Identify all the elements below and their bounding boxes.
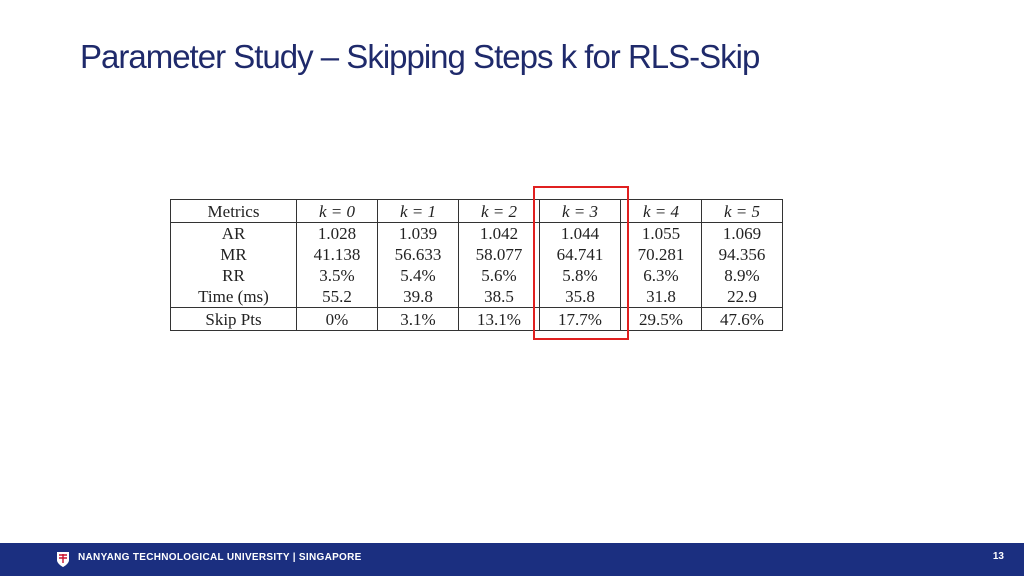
table-row: Time (ms) 55.2 39.8 38.5 35.8 31.8 22.9 — [170, 286, 783, 308]
table-row: MR 41.138 56.633 58.077 64.741 70.281 94… — [170, 244, 783, 265]
table-cell: 1.042 — [458, 222, 540, 244]
table-cell: 6.3% — [620, 265, 702, 286]
header-k4: k = 4 — [620, 199, 702, 223]
table-cell: 3.5% — [296, 265, 378, 286]
table-cell: 17.7% — [539, 307, 621, 331]
table-cell: 5.8% — [539, 265, 621, 286]
metrics-table-container: Metrics k = 0 k = 1 k = 2 k = 3 k = 4 k … — [170, 199, 783, 331]
table-cell: 94.356 — [701, 244, 783, 265]
table-cell: 5.6% — [458, 265, 540, 286]
table-row: AR 1.028 1.039 1.042 1.044 1.055 1.069 — [170, 222, 783, 244]
table-cell: 41.138 — [296, 244, 378, 265]
table-cell: 1.044 — [539, 222, 621, 244]
header-k5: k = 5 — [701, 199, 783, 223]
table-cell: 1.069 — [701, 222, 783, 244]
table-cell: 47.6% — [701, 307, 783, 331]
table-row: RR 3.5% 5.4% 5.6% 5.8% 6.3% 8.9% — [170, 265, 783, 286]
table-cell: 0% — [296, 307, 378, 331]
footer-bar: NANYANG TECHNOLOGICAL UNIVERSITY | SINGA… — [0, 543, 1024, 576]
row-label-time: Time (ms) — [170, 286, 297, 308]
table-cell: 56.633 — [377, 244, 459, 265]
table-cell: 1.055 — [620, 222, 702, 244]
table-cell: 58.077 — [458, 244, 540, 265]
header-k0: k = 0 — [296, 199, 378, 223]
table-row: Skip Pts 0% 3.1% 13.1% 17.7% 29.5% 47.6% — [170, 307, 783, 331]
page-number: 13 — [992, 551, 1004, 562]
ntu-crest-icon — [57, 552, 69, 567]
table-cell: 3.1% — [377, 307, 459, 331]
table-cell: 38.5 — [458, 286, 540, 308]
table-cell: 31.8 — [620, 286, 702, 308]
table-cell: 5.4% — [377, 265, 459, 286]
footer-university-name: NANYANG TECHNOLOGICAL UNIVERSITY | SINGA… — [78, 552, 362, 563]
table-cell: 64.741 — [539, 244, 621, 265]
row-label-skip-pts: Skip Pts — [170, 307, 297, 331]
table-cell: 22.9 — [701, 286, 783, 308]
table-cell: 13.1% — [458, 307, 540, 331]
row-label-mr: MR — [170, 244, 297, 265]
header-metrics: Metrics — [170, 199, 297, 223]
header-k3: k = 3 — [539, 199, 621, 223]
row-label-ar: AR — [170, 222, 297, 244]
table-cell: 55.2 — [296, 286, 378, 308]
row-label-rr: RR — [170, 265, 297, 286]
table-cell: 35.8 — [539, 286, 621, 308]
table-header-row: Metrics k = 0 k = 1 k = 2 k = 3 k = 4 k … — [170, 199, 783, 223]
table-cell: 8.9% — [701, 265, 783, 286]
table-cell: 39.8 — [377, 286, 459, 308]
table-cell: 1.039 — [377, 222, 459, 244]
header-k1: k = 1 — [377, 199, 459, 223]
table-cell: 1.028 — [296, 222, 378, 244]
header-k2: k = 2 — [458, 199, 540, 223]
slide-title: Parameter Study – Skipping Steps k for R… — [80, 38, 760, 75]
table-cell: 29.5% — [620, 307, 702, 331]
table-cell: 70.281 — [620, 244, 702, 265]
metrics-table: Metrics k = 0 k = 1 k = 2 k = 3 k = 4 k … — [170, 199, 783, 331]
